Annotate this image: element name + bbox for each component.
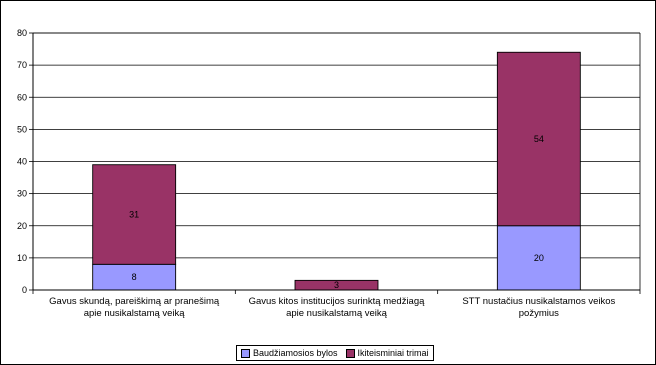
legend: Baudžiamosios bylos Ikiteisminiai trimai xyxy=(236,345,434,361)
axes xyxy=(29,32,641,294)
legend-label: Baudžiamosios bylos xyxy=(253,348,338,358)
legend-label: Ikiteisminiai trimai xyxy=(357,348,429,358)
legend-swatch xyxy=(345,348,355,358)
y-tick-label: 70 xyxy=(17,60,27,70)
x-category-label: apie nusikalstamą veiką xyxy=(286,308,388,319)
y-tick-label: 0 xyxy=(22,285,27,295)
bar-segment xyxy=(92,164,177,265)
y-tick-label: 60 xyxy=(17,92,27,102)
y-tick-label: 40 xyxy=(17,157,27,167)
bar-segment xyxy=(496,51,581,227)
x-category-label: Gavus kitos institucijos surinktą medžia… xyxy=(249,296,426,307)
data-label: 31 xyxy=(129,210,139,220)
y-tick-label: 30 xyxy=(17,189,27,199)
data-label: 3 xyxy=(334,280,339,290)
bar-segment xyxy=(496,225,581,291)
data-labels: 8 31 3 20 54 xyxy=(129,134,544,290)
data-label: 8 xyxy=(132,272,137,282)
bars xyxy=(92,51,581,291)
legend-item-ikiteisminiai-trimai: Ikiteisminiai trimai xyxy=(345,348,429,358)
data-label: 20 xyxy=(534,253,544,263)
x-category-label: požymius xyxy=(519,308,559,319)
legend-item-baudziamosios-bylos: Baudžiamosios bylos xyxy=(241,348,338,358)
x-category-label: Gavus skundą, pareiškimą ar pranešimą xyxy=(49,296,220,307)
legend-swatch xyxy=(241,348,250,358)
y-tick-label: 80 xyxy=(17,28,27,38)
y-tick-label: 50 xyxy=(17,124,27,134)
data-label: 54 xyxy=(534,134,544,144)
y-tick-label: 10 xyxy=(17,253,27,263)
x-category-label: STT nustačius nusikalstamos veikos xyxy=(462,296,615,307)
y-axis-tick-labels: 0 10 20 30 40 50 60 70 80 xyxy=(17,28,27,295)
x-axis-category-labels: Gavus skundą, pareiškimą ar pranešimąapi… xyxy=(49,296,615,319)
y-tick-label: 20 xyxy=(17,221,27,231)
x-category-label: apie nusikalstamą veiką xyxy=(84,308,186,319)
